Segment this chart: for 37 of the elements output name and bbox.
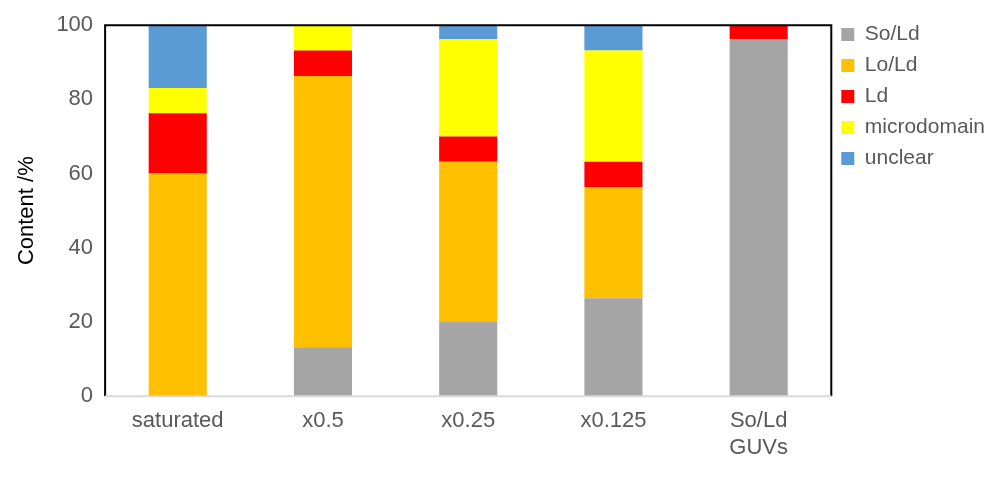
- x-tick-label: x0.25: [441, 407, 496, 433]
- legend-label: Ld: [864, 83, 889, 107]
- x-tick-label: So/Ld GUVs: [729, 407, 789, 459]
- bar: [584, 25, 643, 51]
- bar: [293, 347, 353, 397]
- bar: [439, 161, 498, 322]
- y-tick-label: 80: [68, 85, 94, 111]
- x-tick-label: x0.125: [580, 407, 647, 433]
- bar: [584, 50, 643, 162]
- legend-label: Lo/Ld: [864, 52, 918, 76]
- y-tick-label: 0: [80, 382, 94, 408]
- x-tick-label: saturated: [131, 407, 224, 433]
- bar: [729, 38, 788, 397]
- y-axis-title: Content /%: [13, 156, 39, 266]
- y-tick-label: 40: [68, 233, 94, 259]
- legend-label: So/Ld: [864, 21, 920, 45]
- bar: [148, 173, 207, 397]
- bar: [584, 186, 643, 299]
- legend-label: microdomain: [864, 114, 986, 138]
- bar: [293, 76, 353, 348]
- bar: [148, 113, 207, 174]
- bar: [729, 25, 788, 39]
- bar: [584, 161, 643, 187]
- x-tick-label: x0.5: [302, 407, 344, 433]
- bar: [439, 136, 498, 162]
- y-tick-label: 60: [68, 159, 94, 185]
- bar: [148, 25, 207, 88]
- bar: [293, 50, 353, 77]
- bar: [439, 322, 498, 397]
- bar: [293, 25, 353, 51]
- y-tick-label: 20: [68, 308, 94, 334]
- bar: [584, 298, 643, 397]
- legend-label: unclear: [864, 145, 934, 169]
- y-tick-label: 100: [56, 11, 94, 37]
- bar: [439, 25, 498, 39]
- bar: [148, 87, 207, 114]
- bar: [439, 38, 498, 137]
